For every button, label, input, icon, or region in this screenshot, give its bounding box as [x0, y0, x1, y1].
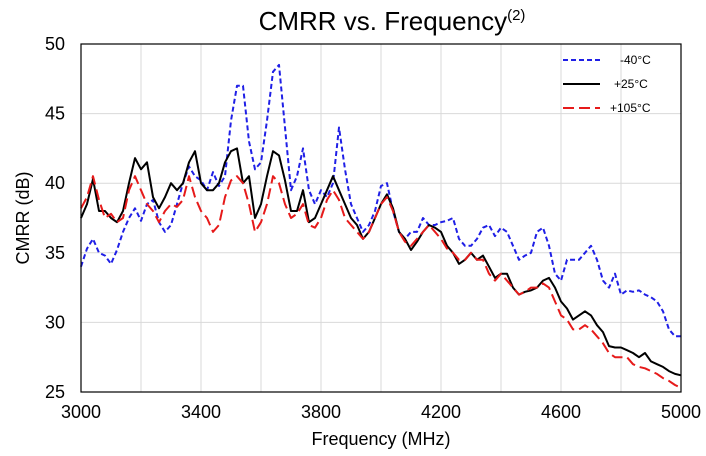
chart-title-text: CMRR vs. Frequency [259, 6, 508, 36]
tick-labels: 3000 3400 3800 4200 4600 5000 25 30 35 40 45 50 [45, 34, 701, 422]
x-tick-label: 5000 [661, 402, 701, 422]
x-tick-label: 3000 [61, 402, 101, 422]
gridlines [81, 44, 681, 392]
legend-label-plus25: +25°C [614, 77, 648, 91]
y-tick-label: 45 [45, 104, 65, 124]
series-line-minus40 [80, 63, 681, 338]
legend-label-minus40: -40°C [620, 53, 651, 67]
y-tick-label: 40 [45, 173, 65, 193]
legend: -40°C +25°C +105°C [563, 53, 651, 115]
x-tick-label: 3400 [181, 402, 221, 422]
plot-area-frame [80, 43, 682, 393]
chart-title: CMRR vs. Frequency(2) [259, 6, 526, 36]
chart-title-superscript: (2) [507, 7, 525, 24]
x-axis-label: Frequency (MHz) [311, 429, 450, 449]
series-line-plus105 [80, 175, 682, 389]
legend-label-plus105: +105°C [610, 101, 651, 115]
x-tick-label: 3800 [301, 402, 341, 422]
y-tick-label: 35 [45, 243, 65, 263]
series-line-plus25 [80, 147, 682, 377]
y-tick-label: 30 [45, 312, 65, 332]
y-axis-label: CMRR (dB) [13, 172, 33, 265]
y-tick-label: 25 [45, 382, 65, 402]
series-lines [80, 63, 682, 389]
x-tick-label: 4600 [541, 402, 581, 422]
x-tick-label: 4200 [421, 402, 461, 422]
y-tick-label: 50 [45, 34, 65, 54]
